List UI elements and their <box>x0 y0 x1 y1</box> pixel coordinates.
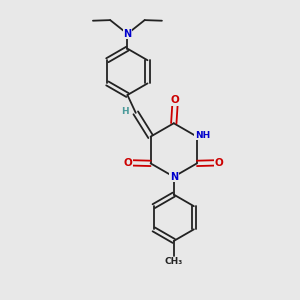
Text: H: H <box>121 106 128 116</box>
Text: NH: NH <box>195 130 210 140</box>
Text: O: O <box>124 158 133 168</box>
Text: N: N <box>170 172 178 182</box>
Text: O: O <box>171 95 180 105</box>
Text: O: O <box>215 158 224 168</box>
Text: N: N <box>123 29 131 39</box>
Text: CH₃: CH₃ <box>165 257 183 266</box>
